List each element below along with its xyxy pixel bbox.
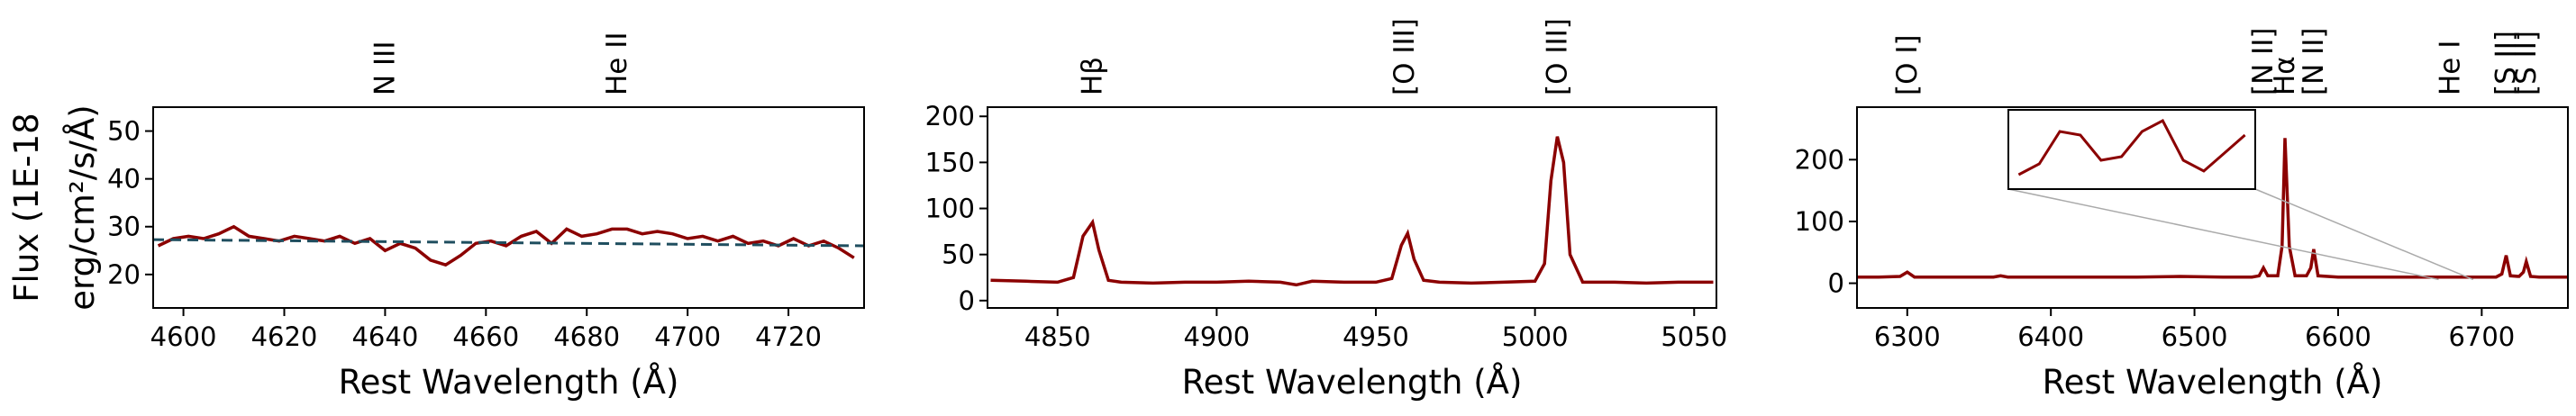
y-tick-label: 0	[1828, 268, 1844, 299]
line-label: He I	[2434, 41, 2466, 95]
x-tick-label: 4600	[150, 321, 217, 352]
axes-frame	[1856, 106, 2569, 309]
x-tick-label: 6600	[2305, 321, 2371, 352]
spectrum-line	[990, 136, 1714, 287]
x-tick-label: 6400	[2017, 321, 2084, 352]
y-tick-label: 100	[1795, 206, 1844, 237]
y-tick-label: 150	[925, 147, 975, 177]
x-tick-label: 4620	[251, 321, 318, 352]
line-label: [S II]	[2490, 31, 2522, 95]
x-tick-label: 4850	[1024, 321, 1091, 352]
axes-frame	[152, 106, 865, 309]
y-tick-label: 200	[925, 101, 975, 131]
line-label: Hα	[2269, 56, 2301, 95]
x-tick-label: 4950	[1343, 321, 1409, 352]
inset-line	[2017, 118, 2246, 176]
line-label: He II	[601, 32, 633, 95]
y-tick-label: 30	[107, 212, 141, 242]
inset-bg	[2008, 110, 2255, 189]
x-tick-label: 4900	[1183, 321, 1250, 352]
inset-frame	[2007, 109, 2256, 190]
y-axis-label: Flux (1E-18	[7, 113, 46, 302]
y-tick-label: 50	[107, 116, 141, 147]
inset-connector	[2254, 188, 2474, 281]
spectrum-line	[153, 238, 864, 248]
x-tick-label: 4680	[553, 321, 620, 352]
spectrum-line	[157, 224, 855, 267]
spectrum-line	[1857, 138, 2568, 279]
x-axis-label: Rest Wavelength (Å)	[1182, 362, 1523, 402]
x-axis-label: Rest Wavelength (Å)	[2043, 362, 2383, 402]
y-tick-label: 200	[1795, 144, 1844, 175]
x-tick-label: 4640	[351, 321, 418, 352]
x-tick-label: 4660	[452, 321, 519, 352]
inset-connector	[2007, 188, 2439, 281]
axes-frame	[987, 106, 1717, 309]
y-tick-label: 20	[107, 259, 141, 290]
line-label: [O III]	[1388, 18, 1421, 95]
y-axis-label: erg/cm²/s/Å)	[62, 104, 102, 310]
line-label: [O I]	[1891, 34, 1924, 95]
y-tick-label: 50	[942, 240, 975, 270]
line-label: [S II]	[2510, 31, 2543, 95]
line-label: Hβ	[1077, 57, 1109, 95]
x-tick-label: 4700	[654, 321, 721, 352]
x-tick-label: 6300	[1874, 321, 1941, 352]
line-label: N III	[369, 41, 401, 95]
line-label: [N II]	[2298, 27, 2330, 95]
x-tick-label: 5050	[1661, 321, 1727, 352]
x-axis-label: Rest Wavelength (Å)	[339, 362, 679, 402]
y-tick-label: 0	[959, 285, 975, 316]
x-tick-label: 5000	[1502, 321, 1569, 352]
y-tick-label: 40	[107, 164, 141, 194]
y-tick-label: 100	[925, 194, 975, 224]
x-tick-label: 4720	[755, 321, 822, 352]
x-tick-label: 6500	[2162, 321, 2228, 352]
line-label: [N II]	[2247, 27, 2280, 95]
x-tick-label: 6700	[2448, 321, 2515, 352]
line-label: [O III]	[1541, 18, 1573, 95]
